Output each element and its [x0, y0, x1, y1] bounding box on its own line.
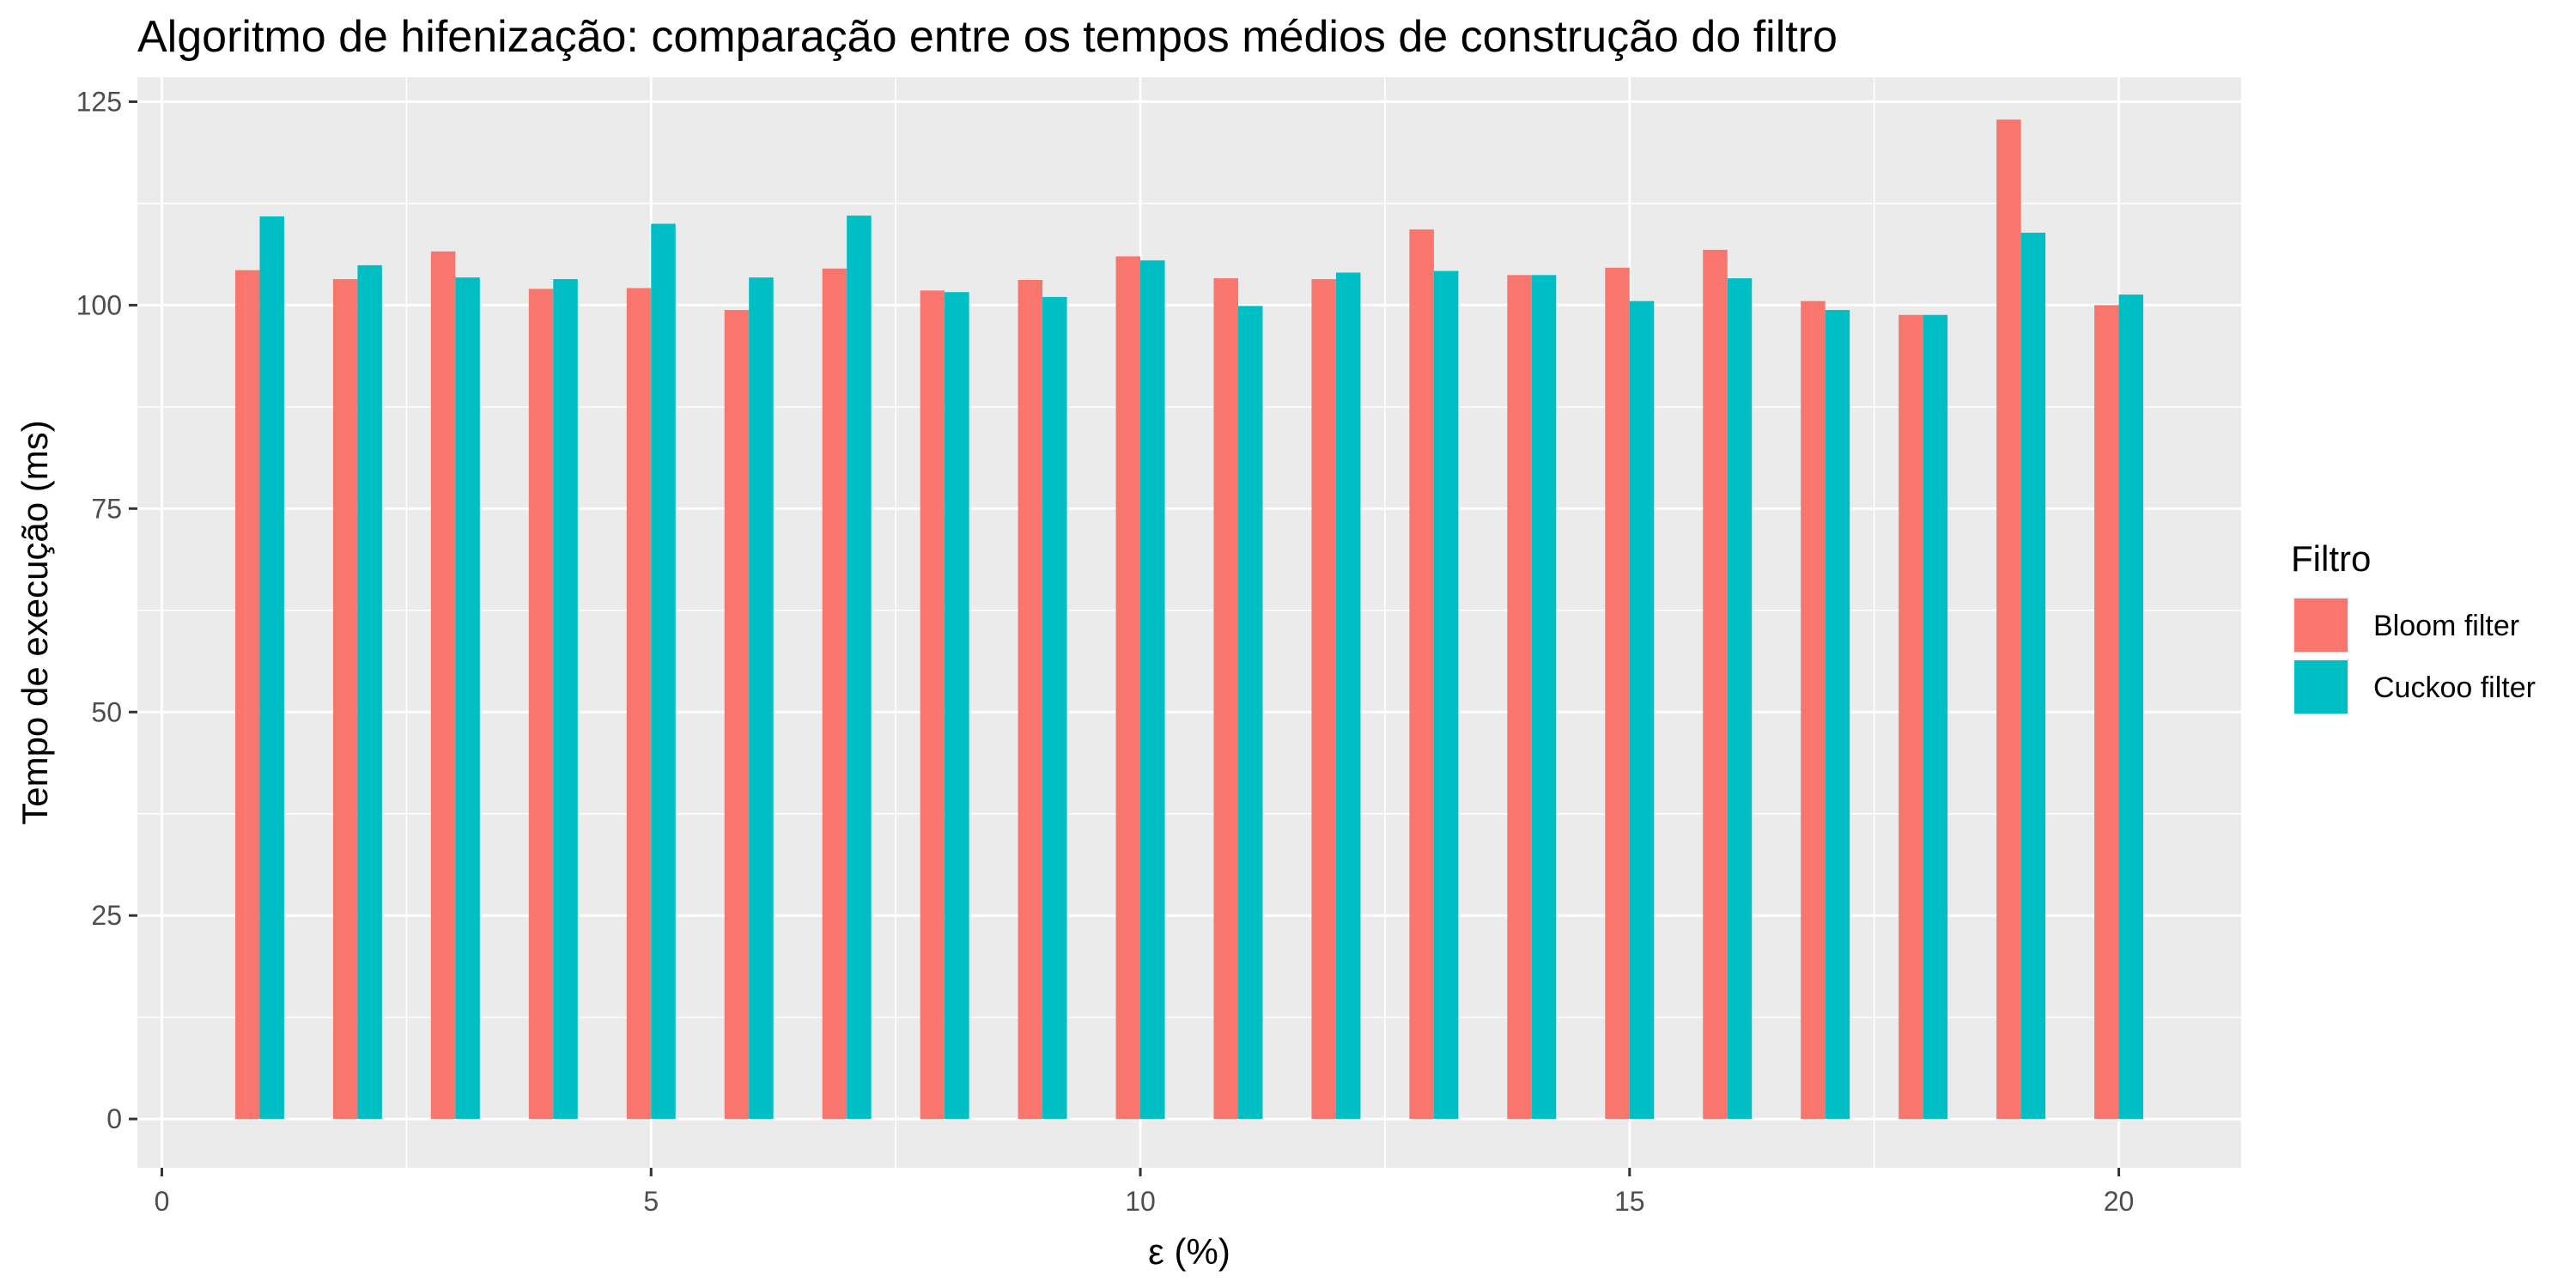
legend-swatch [2294, 660, 2348, 714]
bar-cuckoo-filter [945, 292, 969, 1120]
y-tick-label: 75 [91, 493, 122, 524]
bar-cuckoo-filter [651, 223, 676, 1120]
bar-bloom-filter [234, 270, 260, 1120]
bar-bloom-filter [1899, 314, 1923, 1120]
bar-cuckoo-filter [1335, 272, 1361, 1120]
legend-label: Bloom filter [2373, 610, 2519, 642]
bar-bloom-filter [626, 288, 652, 1120]
bar-cuckoo-filter [2020, 233, 2046, 1120]
bar-bloom-filter [1996, 119, 2021, 1120]
bar-bloom-filter [724, 310, 750, 1120]
bar-cuckoo-filter [2118, 295, 2144, 1120]
bar-cuckoo-filter [259, 216, 284, 1120]
y-tick-label: 100 [76, 289, 122, 320]
x-tick-label: 10 [1125, 1186, 1156, 1217]
chart-title: Algoritmo de hifenização: comparação ent… [137, 12, 1838, 62]
bar-bloom-filter [1605, 267, 1630, 1120]
legend-label: Cuckoo filter [2373, 671, 2536, 704]
bar-bloom-filter [528, 289, 554, 1120]
bar-bloom-filter [1507, 275, 1532, 1120]
bar-bloom-filter [1213, 278, 1238, 1120]
plot-panel [137, 77, 2241, 1168]
bar-bloom-filter [1409, 229, 1434, 1120]
bar-cuckoo-filter [1433, 270, 1459, 1120]
x-tick-label: 0 [155, 1186, 170, 1217]
y-axis-title: Tempo de execução (ms) [15, 420, 55, 825]
bar-bloom-filter [2094, 305, 2119, 1120]
bar-bloom-filter [1703, 249, 1728, 1120]
bar-cuckoo-filter [455, 277, 480, 1120]
legend-swatch [2294, 598, 2348, 652]
bars-group [234, 119, 2144, 1120]
bar-cuckoo-filter [1629, 301, 1655, 1120]
x-axis: 0 5 10 15 20 [155, 1168, 2135, 1217]
bar-bloom-filter [920, 290, 945, 1120]
bar-bloom-filter [332, 279, 358, 1120]
bar-cuckoo-filter [847, 216, 872, 1120]
x-tick-label: 15 [1614, 1186, 1645, 1217]
bar-bloom-filter [1018, 279, 1043, 1120]
y-axis: 0 25 50 75 100 125 [76, 86, 137, 1134]
bar-cuckoo-filter [1237, 306, 1263, 1120]
x-tick-label: 20 [2104, 1186, 2135, 1217]
legend: Filtro Bloom filter Cuckoo filter [2291, 538, 2536, 715]
bar-cuckoo-filter [1825, 310, 1850, 1120]
bar-cuckoo-filter [1923, 314, 1948, 1120]
bar-bloom-filter [430, 251, 456, 1120]
y-tick-label: 25 [91, 900, 122, 931]
bar-bloom-filter [1115, 256, 1141, 1120]
bar-bloom-filter [1311, 279, 1336, 1120]
bar-cuckoo-filter [1140, 260, 1165, 1120]
bar-bloom-filter [822, 268, 848, 1120]
y-tick-label: 125 [76, 86, 122, 117]
bar-cuckoo-filter [553, 279, 578, 1120]
x-axis-title: ε (%) [1148, 1231, 1230, 1272]
bar-cuckoo-filter [1042, 296, 1067, 1120]
x-tick-label: 5 [643, 1186, 659, 1217]
bar-cuckoo-filter [749, 277, 774, 1120]
bar-cuckoo-filter [357, 264, 382, 1120]
y-tick-label: 50 [91, 696, 122, 727]
bar-bloom-filter [1801, 301, 1826, 1120]
bar-cuckoo-filter [1531, 275, 1557, 1120]
y-tick-label: 0 [106, 1103, 122, 1134]
bar-cuckoo-filter [1727, 278, 1753, 1120]
grid-minor [137, 77, 2241, 1168]
legend-title: Filtro [2291, 538, 2371, 579]
